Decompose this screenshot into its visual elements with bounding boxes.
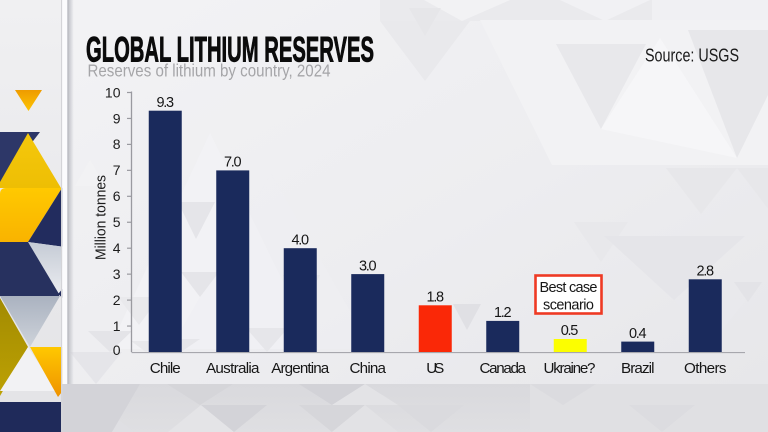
svg-text:2.8: 2.8 — [696, 264, 714, 280]
svg-text:Canada: Canada — [480, 360, 527, 377]
svg-text:Argentina: Argentina — [271, 360, 330, 377]
svg-text:3: 3 — [113, 266, 121, 282]
svg-text:China: China — [350, 360, 387, 377]
svg-text:Chile: Chile — [150, 360, 181, 377]
svg-text:Source: USGS: Source: USGS — [645, 46, 739, 66]
svg-text:1.2: 1.2 — [494, 305, 512, 321]
svg-text:Ukraine?: Ukraine? — [544, 360, 596, 377]
svg-text:4: 4 — [113, 240, 121, 256]
svg-text:9.3: 9.3 — [156, 95, 174, 111]
svg-text:5: 5 — [113, 214, 121, 230]
svg-text:10: 10 — [105, 84, 121, 100]
svg-text:1.8: 1.8 — [426, 290, 444, 306]
svg-text:Others: Others — [684, 360, 727, 377]
svg-text:US: US — [426, 360, 444, 377]
svg-text:4.0: 4.0 — [291, 232, 309, 248]
svg-text:Australia: Australia — [206, 360, 260, 377]
svg-text:0: 0 — [113, 342, 121, 358]
svg-text:1: 1 — [113, 318, 121, 334]
svg-text:0.5: 0.5 — [561, 323, 579, 339]
svg-text:scenario: scenario — [543, 298, 594, 314]
svg-text:9: 9 — [113, 110, 121, 126]
svg-text:Brazil: Brazil — [621, 360, 655, 377]
svg-text:GLOBAL LITHIUM RESERVES: GLOBAL LITHIUM RESERVES — [86, 30, 374, 69]
svg-text:7.0: 7.0 — [224, 155, 242, 171]
svg-text:Best case: Best case — [540, 280, 598, 296]
svg-text:3.0: 3.0 — [359, 258, 377, 274]
svg-text:0.4: 0.4 — [629, 326, 647, 342]
svg-text:8: 8 — [113, 136, 121, 152]
svg-text:2: 2 — [113, 292, 121, 308]
svg-text:Million tonnes: Million tonnes — [94, 175, 110, 260]
svg-text:Reserves of lithium by country: Reserves of lithium by country, 2024 — [88, 61, 331, 81]
svg-text:7: 7 — [113, 162, 121, 178]
svg-text:6: 6 — [113, 188, 121, 204]
